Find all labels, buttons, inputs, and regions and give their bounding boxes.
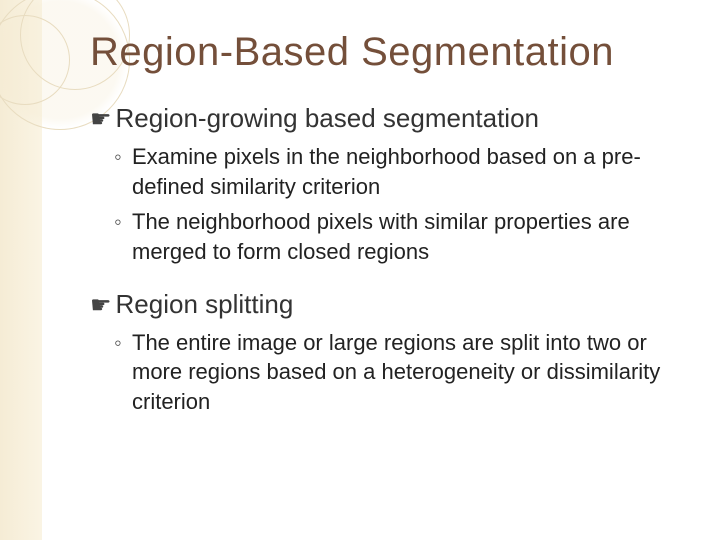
list-item: ◦ The entire image or large regions are … xyxy=(114,328,680,417)
section-region-splitting: ☛Region splitting ◦ The entire image or … xyxy=(90,289,680,417)
bullet-text: The neighborhood pixels with similar pro… xyxy=(132,209,630,264)
section-heading-text: Region-growing based segmentation xyxy=(116,103,540,133)
bullet-icon: ◦ xyxy=(114,328,122,358)
bullet-text: The entire image or large regions are sp… xyxy=(132,330,660,414)
section-heading: ☛Region-growing based segmentation xyxy=(90,103,680,134)
bullet-icon: ◦ xyxy=(114,207,122,237)
list-item: ◦ Examine pixels in the neighborhood bas… xyxy=(114,142,680,201)
section-heading-text: Region splitting xyxy=(116,289,294,319)
section-region-growing: ☛Region-growing based segmentation ◦ Exa… xyxy=(90,103,680,267)
bullet-icon: ◦ xyxy=(114,142,122,172)
bullet-list: ◦ The entire image or large regions are … xyxy=(90,328,680,417)
bullet-text: Examine pixels in the neighborhood based… xyxy=(132,144,641,199)
page-title: Region-Based Segmentation xyxy=(90,30,680,75)
flourish-icon: ☛ xyxy=(90,107,112,133)
slide-content: Region-Based Segmentation ☛Region-growin… xyxy=(0,0,720,469)
bullet-list: ◦ Examine pixels in the neighborhood bas… xyxy=(90,142,680,267)
list-item: ◦ The neighborhood pixels with similar p… xyxy=(114,207,680,266)
section-heading: ☛Region splitting xyxy=(90,289,680,320)
flourish-icon: ☛ xyxy=(90,293,112,319)
